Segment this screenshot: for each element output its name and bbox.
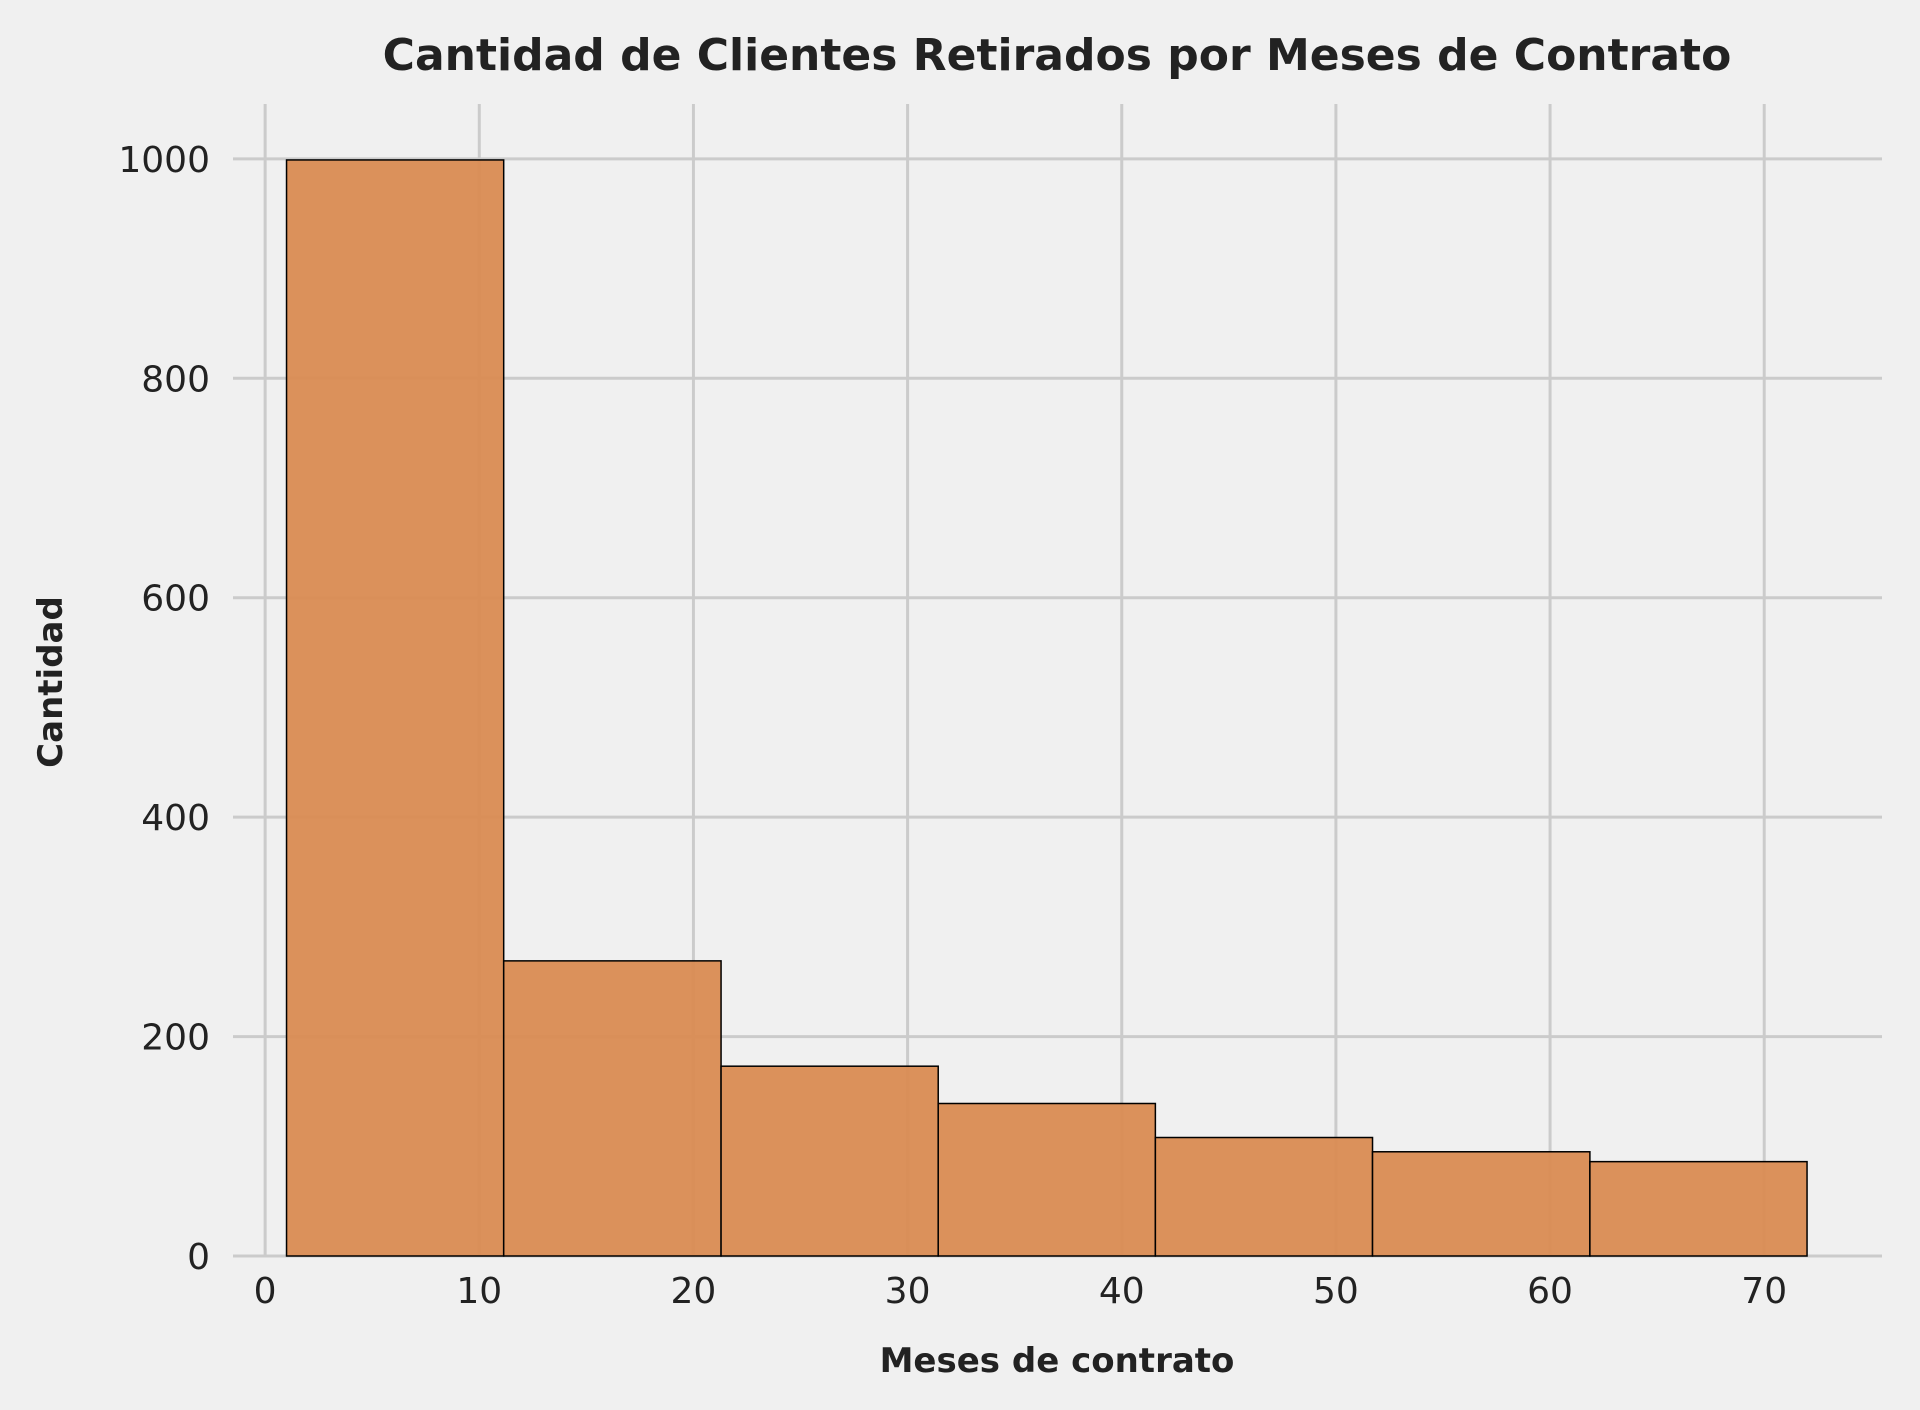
histogram-bar xyxy=(1371,1151,1591,1257)
x-tick-label: 70 xyxy=(1741,1271,1787,1312)
y-tick-label: 600 xyxy=(141,579,210,620)
y-axis-label: Cantidad xyxy=(31,596,71,768)
y-tick-label: 200 xyxy=(141,1018,210,1059)
y-tick-label: 0 xyxy=(187,1237,210,1278)
x-tick-label: 20 xyxy=(671,1271,717,1312)
y-tick-label: 400 xyxy=(141,798,210,839)
x-tick-labels: 0 10 20 30 40 50 60 70 xyxy=(254,1271,1787,1312)
histogram-bar xyxy=(285,159,505,1257)
x-tick-label: 0 xyxy=(254,1271,277,1312)
histogram-bar xyxy=(1589,1160,1808,1257)
y-tick-label: 800 xyxy=(141,359,210,400)
x-tick-label: 60 xyxy=(1527,1271,1573,1312)
histogram-bar xyxy=(1154,1136,1374,1257)
x-tick-label: 10 xyxy=(456,1271,502,1312)
y-tick-labels: 0 200 400 600 800 1000 xyxy=(118,140,210,1278)
bars xyxy=(285,159,1808,1257)
histogram-bar xyxy=(502,960,722,1257)
x-tick-label: 40 xyxy=(1099,1271,1145,1312)
x-tick-label: 50 xyxy=(1313,1271,1359,1312)
y-tick-label: 1000 xyxy=(118,140,210,181)
x-axis-label: Meses de contrato xyxy=(880,1341,1235,1381)
x-tick-label: 30 xyxy=(885,1271,931,1312)
histogram-bar xyxy=(720,1065,939,1257)
histogram-bar xyxy=(937,1102,1157,1257)
chart-title: Cantidad de Clientes Retirados por Meses… xyxy=(383,30,1732,81)
